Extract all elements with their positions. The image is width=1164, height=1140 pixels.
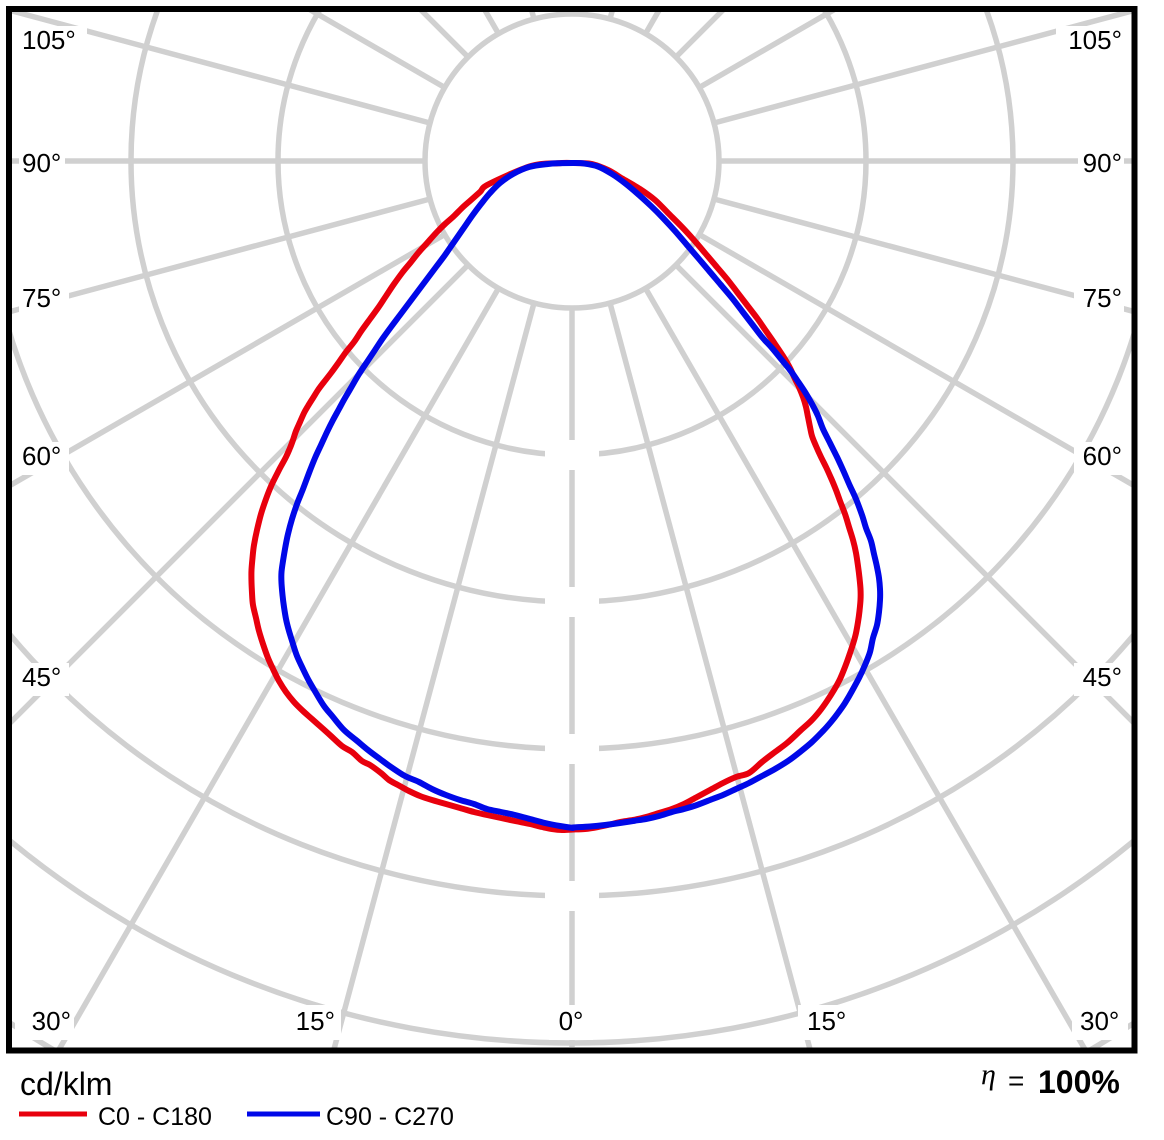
svg-text:100%: 100% [1038, 1064, 1120, 1100]
svg-text:0°: 0° [559, 1006, 584, 1036]
svg-text:η: η [981, 1058, 996, 1091]
svg-text:75°: 75° [22, 283, 61, 313]
svg-text:45°: 45° [1083, 662, 1122, 692]
svg-text:C90 - C270: C90 - C270 [326, 1103, 454, 1131]
svg-text:30°: 30° [1080, 1006, 1119, 1036]
svg-text:75°: 75° [1083, 283, 1122, 313]
svg-text:60°: 60° [22, 441, 61, 471]
svg-text:105°: 105° [1068, 25, 1122, 55]
svg-text:=: = [1008, 1065, 1024, 1096]
svg-text:cd/klm: cd/klm [20, 1066, 112, 1102]
svg-text:90°: 90° [1083, 148, 1122, 178]
svg-text:30°: 30° [32, 1006, 71, 1036]
svg-text:90°: 90° [22, 148, 61, 178]
svg-text:15°: 15° [296, 1006, 335, 1036]
svg-text:60°: 60° [1083, 441, 1122, 471]
svg-text:45°: 45° [22, 662, 61, 692]
svg-text:C0 - C180: C0 - C180 [98, 1103, 212, 1131]
svg-text:105°: 105° [22, 25, 76, 55]
svg-text:15°: 15° [807, 1006, 846, 1036]
